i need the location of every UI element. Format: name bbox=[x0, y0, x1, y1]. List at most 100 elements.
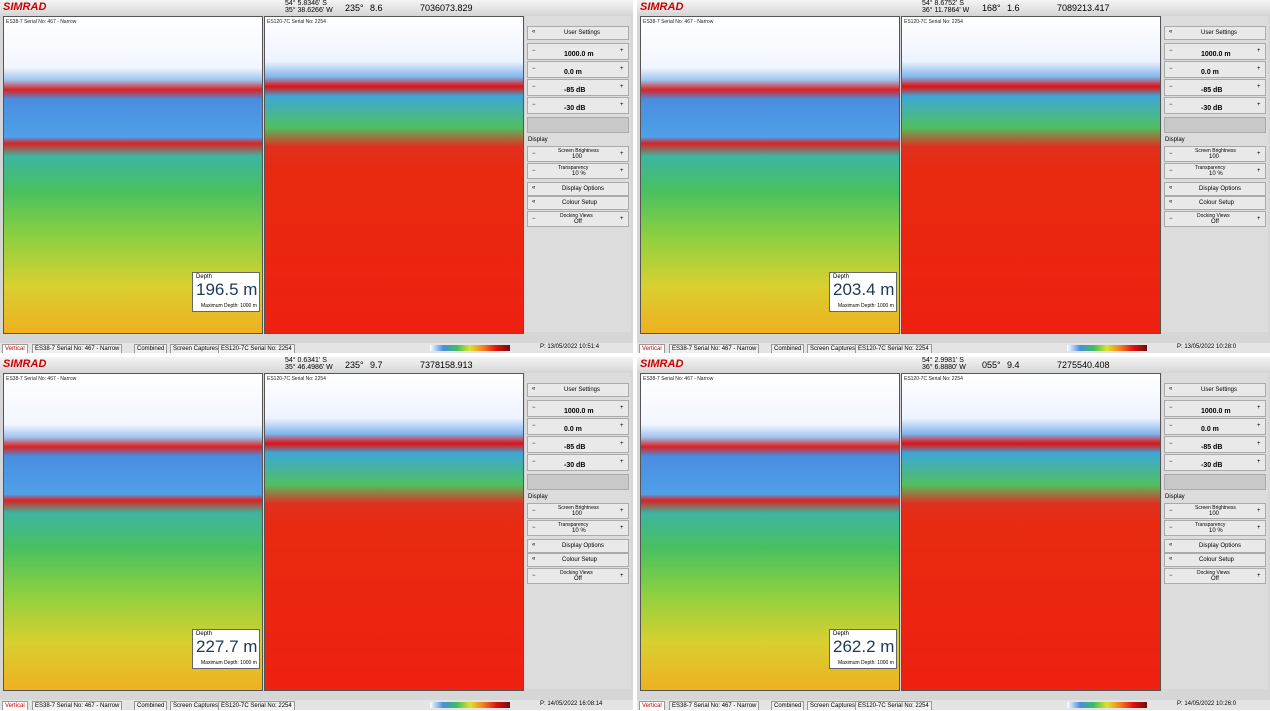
minus-button[interactable]: − bbox=[1169, 48, 1173, 54]
plus-button[interactable]: + bbox=[620, 508, 624, 514]
minus-button[interactable]: − bbox=[532, 151, 536, 157]
minus-button[interactable]: − bbox=[1169, 84, 1173, 90]
collapse-button[interactable]: « bbox=[532, 185, 535, 191]
minus-button[interactable]: − bbox=[532, 216, 536, 222]
tab[interactable]: Combined bbox=[134, 701, 167, 710]
minus-button[interactable]: − bbox=[1169, 168, 1173, 174]
tab[interactable]: Vertical bbox=[2, 701, 28, 710]
plus-button[interactable]: + bbox=[1257, 84, 1261, 90]
tab[interactable]: ES120-7C Serial No: 2254 bbox=[218, 701, 295, 710]
plus-button[interactable]: + bbox=[620, 525, 624, 531]
sidebar-title: User Settings bbox=[1201, 30, 1237, 36]
menu-button[interactable]: «Display Options bbox=[527, 182, 629, 196]
collapse-button[interactable]: « bbox=[1169, 386, 1172, 392]
menu-button[interactable]: «Colour Setup bbox=[1164, 553, 1266, 567]
minus-button[interactable]: − bbox=[532, 459, 536, 465]
plus-button[interactable]: + bbox=[1257, 405, 1261, 411]
collapse-button[interactable]: « bbox=[1169, 556, 1172, 562]
plus-button[interactable]: + bbox=[620, 459, 624, 465]
heading: 055° bbox=[982, 360, 1001, 370]
tab[interactable]: ES38-7 Serial No: 467 - Narrow bbox=[669, 701, 759, 710]
plus-button[interactable]: + bbox=[620, 405, 624, 411]
collapse-button[interactable]: « bbox=[1169, 542, 1172, 548]
minus-button[interactable]: − bbox=[1169, 405, 1173, 411]
minus-button[interactable]: − bbox=[1169, 423, 1173, 429]
plus-button[interactable]: + bbox=[1257, 573, 1261, 579]
collapse-button[interactable]: « bbox=[532, 29, 535, 35]
tab[interactable]: Screen Captures bbox=[807, 701, 858, 710]
menu-button[interactable]: «Display Options bbox=[527, 539, 629, 553]
plus-button[interactable]: + bbox=[620, 66, 624, 72]
plus-button[interactable]: + bbox=[620, 423, 624, 429]
menu-button[interactable]: «Colour Setup bbox=[1164, 196, 1266, 210]
minus-button[interactable]: − bbox=[532, 525, 536, 531]
minus-button[interactable]: − bbox=[1169, 66, 1173, 72]
setting-row: −1000.0 m+ bbox=[527, 43, 629, 60]
tab[interactable]: ES120-7C Serial No: 2254 bbox=[855, 701, 932, 710]
plus-button[interactable]: + bbox=[620, 48, 624, 54]
collapse-button[interactable]: « bbox=[1169, 199, 1172, 205]
plus-button[interactable]: + bbox=[1257, 459, 1261, 465]
tab[interactable]: Screen Captures bbox=[170, 344, 221, 353]
tab[interactable]: Combined bbox=[771, 701, 804, 710]
tab[interactable]: ES120-7C Serial No: 2254 bbox=[855, 344, 932, 353]
plus-button[interactable]: + bbox=[620, 441, 624, 447]
tab[interactable]: ES38-7 Serial No: 467 - Narrow bbox=[32, 344, 122, 353]
collapse-button[interactable]: « bbox=[532, 542, 535, 548]
tab[interactable]: Combined bbox=[134, 344, 167, 353]
menu-button[interactable]: «Colour Setup bbox=[527, 196, 629, 210]
collapse-button[interactable]: « bbox=[532, 556, 535, 562]
minus-button[interactable]: − bbox=[1169, 441, 1173, 447]
tab[interactable]: Combined bbox=[771, 344, 804, 353]
tab[interactable]: ES38-7 Serial No: 467 - Narrow bbox=[669, 344, 759, 353]
plus-button[interactable]: + bbox=[1257, 216, 1261, 222]
minus-button[interactable]: − bbox=[532, 66, 536, 72]
menu-button[interactable]: «Display Options bbox=[1164, 539, 1266, 553]
minus-button[interactable]: − bbox=[1169, 151, 1173, 157]
plus-button[interactable]: + bbox=[620, 102, 624, 108]
setting-row: −Transparency10 %+ bbox=[1164, 163, 1266, 179]
tab[interactable]: ES120-7C Serial No: 2254 bbox=[218, 344, 295, 353]
collapse-button[interactable]: « bbox=[532, 199, 535, 205]
plus-button[interactable]: + bbox=[1257, 102, 1261, 108]
plus-button[interactable]: + bbox=[620, 84, 624, 90]
plus-button[interactable]: + bbox=[1257, 423, 1261, 429]
tab[interactable]: ES38-7 Serial No: 467 - Narrow bbox=[32, 701, 122, 710]
minus-button[interactable]: − bbox=[532, 508, 536, 514]
tab[interactable]: Vertical bbox=[639, 701, 665, 710]
plus-button[interactable]: + bbox=[620, 151, 624, 157]
plus-button[interactable]: + bbox=[1257, 66, 1261, 72]
plus-button[interactable]: + bbox=[620, 573, 624, 579]
plus-button[interactable]: + bbox=[620, 216, 624, 222]
minus-button[interactable]: − bbox=[532, 168, 536, 174]
collapse-button[interactable]: « bbox=[1169, 29, 1172, 35]
plus-button[interactable]: + bbox=[1257, 525, 1261, 531]
minus-button[interactable]: − bbox=[532, 423, 536, 429]
minus-button[interactable]: − bbox=[1169, 508, 1173, 514]
minus-button[interactable]: − bbox=[1169, 216, 1173, 222]
minus-button[interactable]: − bbox=[1169, 525, 1173, 531]
collapse-button[interactable]: « bbox=[532, 386, 535, 392]
plus-button[interactable]: + bbox=[1257, 151, 1261, 157]
minus-button[interactable]: − bbox=[532, 573, 536, 579]
plus-button[interactable]: + bbox=[1257, 441, 1261, 447]
minus-button[interactable]: − bbox=[532, 84, 536, 90]
minus-button[interactable]: − bbox=[1169, 573, 1173, 579]
minus-button[interactable]: − bbox=[532, 48, 536, 54]
plus-button[interactable]: + bbox=[1257, 508, 1261, 514]
menu-button[interactable]: «Display Options bbox=[1164, 182, 1266, 196]
plus-button[interactable]: + bbox=[620, 168, 624, 174]
tab[interactable]: Screen Captures bbox=[170, 701, 221, 710]
minus-button[interactable]: − bbox=[1169, 102, 1173, 108]
tab[interactable]: Vertical bbox=[639, 344, 665, 353]
minus-button[interactable]: − bbox=[532, 441, 536, 447]
minus-button[interactable]: − bbox=[1169, 459, 1173, 465]
collapse-button[interactable]: « bbox=[1169, 185, 1172, 191]
plus-button[interactable]: + bbox=[1257, 168, 1261, 174]
minus-button[interactable]: − bbox=[532, 405, 536, 411]
tab[interactable]: Screen Captures bbox=[807, 344, 858, 353]
minus-button[interactable]: − bbox=[532, 102, 536, 108]
plus-button[interactable]: + bbox=[1257, 48, 1261, 54]
tab[interactable]: Vertical bbox=[2, 344, 28, 353]
menu-button[interactable]: «Colour Setup bbox=[527, 553, 629, 567]
